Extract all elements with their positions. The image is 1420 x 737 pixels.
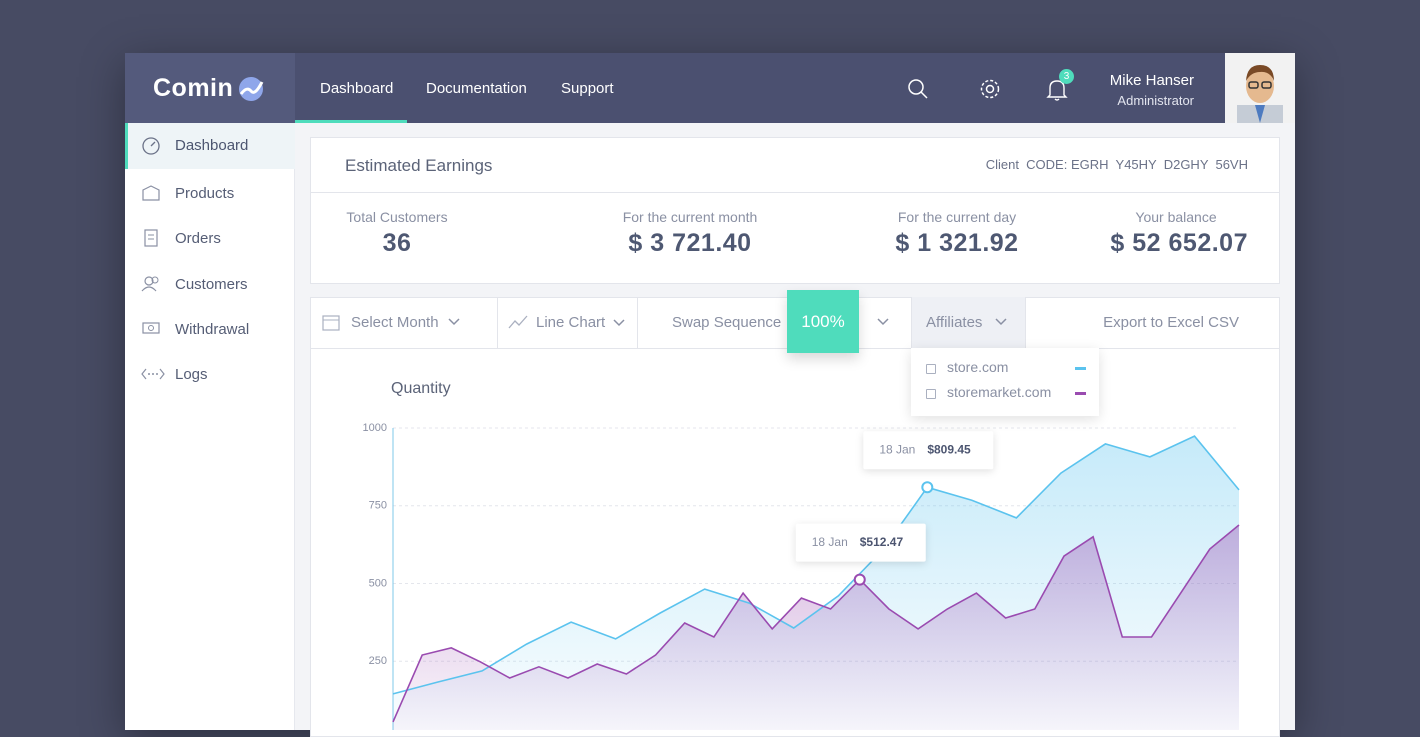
stat-value: $ 3 721.40 xyxy=(628,229,752,257)
stat-value: $ 52 652.07 xyxy=(1110,229,1248,257)
chevron xyxy=(877,318,889,326)
orders-icon xyxy=(144,229,158,247)
chart-type[interactable]: Line Chart xyxy=(536,314,606,331)
nav-link[interactable]: Dashboard xyxy=(320,80,394,97)
legend-item[interactable]: storemarket.com xyxy=(911,383,1099,403)
products-icon xyxy=(142,185,160,201)
nav-link[interactable]: Documentation xyxy=(426,80,527,97)
card-title: Estimated Earnings xyxy=(345,156,493,175)
series-line xyxy=(392,435,1240,695)
chart-title: Quantity xyxy=(391,380,451,397)
swap-sequence[interactable]: Swap Sequence xyxy=(672,314,782,331)
select-month[interactable]: Select Month xyxy=(351,314,439,331)
user-avatar[interactable] xyxy=(1225,53,1295,123)
sidebar-item[interactable]: Logs xyxy=(125,352,295,398)
sidebar-label: Dashboard xyxy=(175,137,249,154)
tooltip-point xyxy=(921,481,934,494)
sidebar-item[interactable]: Dashboard xyxy=(125,123,295,169)
chevron xyxy=(613,319,625,327)
tooltip-date: 18 Jan xyxy=(879,442,915,456)
sidebar-item[interactable]: Withdrawal xyxy=(125,307,295,353)
y-tick-label: 750 xyxy=(369,500,387,512)
affiliates-dropdown: store.com storemarket.com xyxy=(911,348,1099,416)
legend-swatch xyxy=(1075,367,1086,370)
nav-active-indicator xyxy=(295,120,407,123)
y-tick-label: 500 xyxy=(369,577,387,589)
legend-checkbox[interactable] xyxy=(926,389,936,399)
user-role: Administrator xyxy=(1117,93,1194,108)
logs-icon xyxy=(141,368,165,380)
calendar-icon xyxy=(322,315,340,331)
sidebar-label: Logs xyxy=(175,366,208,383)
sidebar-item[interactable]: Products xyxy=(125,171,295,217)
legend-item[interactable]: store.com xyxy=(911,358,1099,378)
logo[interactable]: Comin xyxy=(125,53,295,123)
search-icon[interactable] xyxy=(907,78,929,100)
export-button[interactable]: Export to Excel CSV xyxy=(1103,314,1239,331)
legend-checkbox[interactable] xyxy=(926,364,936,374)
stat-label: Your balance xyxy=(1135,209,1217,225)
separator xyxy=(497,297,498,348)
separator xyxy=(1025,297,1026,348)
sidebar-label: Orders xyxy=(175,230,221,247)
tooltip: 18 Jan $809.45 xyxy=(863,431,994,470)
tooltip-box xyxy=(795,523,926,562)
tooltip-value: $512.47 xyxy=(860,535,904,549)
series-line xyxy=(392,524,1240,723)
stat-value: 36 xyxy=(382,229,412,257)
series-area xyxy=(393,525,1239,730)
divider xyxy=(311,192,1279,193)
affiliates-button[interactable] xyxy=(911,297,1025,348)
sidebar-label: Customers xyxy=(175,276,248,293)
sidebar-label: Products xyxy=(175,185,235,202)
tooltip-value: $809.45 xyxy=(927,442,971,456)
notification-badge: 3 xyxy=(1059,69,1074,84)
legend-swatch xyxy=(1075,392,1086,395)
sidebar: Dashboard Products Orders Customers With… xyxy=(125,123,295,730)
tooltip-point xyxy=(853,573,866,586)
nav-link[interactable]: Support xyxy=(561,80,614,97)
zoom-button[interactable]: 100% xyxy=(787,290,859,353)
stat-label: For the current month xyxy=(622,209,758,225)
separator xyxy=(637,297,638,348)
top-bar: Dashboard Documentation Support 3 Mike H… xyxy=(295,53,1225,123)
chevron xyxy=(995,318,1007,326)
withdrawal-icon xyxy=(142,322,160,334)
sidebar-item[interactable]: Orders xyxy=(125,216,295,262)
y-tick-label: 250 xyxy=(369,655,387,667)
separator xyxy=(911,297,912,348)
logo-icon xyxy=(239,77,264,101)
tooltip: 18 Jan $512.47 xyxy=(795,523,926,562)
notifications-icon[interactable] xyxy=(1046,78,1068,102)
client-code: Client CODE: EGRH Y45HY D2GHY 56VH xyxy=(986,157,1248,172)
client-code-value: EGRH Y45HY D2GHY 56VH xyxy=(1070,157,1248,172)
client-code-label: Client CODE: xyxy=(985,157,1068,172)
stat-value: $ 1 321.92 xyxy=(895,229,1019,257)
customers-icon xyxy=(141,276,159,292)
tooltip-box xyxy=(863,431,994,470)
tooltip-date: 18 Jan xyxy=(812,535,848,549)
earnings-card xyxy=(310,137,1280,284)
line-chart-icon xyxy=(508,315,528,329)
settings-icon[interactable] xyxy=(979,78,1001,100)
stat-label: For the current day xyxy=(897,209,1017,225)
legend-label: store.com xyxy=(947,359,1009,375)
affiliates-label[interactable]: Affiliates xyxy=(926,314,983,331)
stat-label: Total Customers xyxy=(346,209,448,225)
y-tick-label: 1000 xyxy=(363,422,387,434)
sidebar-label: Withdrawal xyxy=(175,321,250,338)
user-name: Mike Hanser xyxy=(1109,72,1194,89)
sidebar-item[interactable]: Customers xyxy=(125,262,295,308)
legend-label: storemarket.com xyxy=(947,384,1052,400)
dashboard-icon xyxy=(142,137,160,155)
chevron xyxy=(448,318,460,326)
logo-text: Comin xyxy=(153,74,234,102)
